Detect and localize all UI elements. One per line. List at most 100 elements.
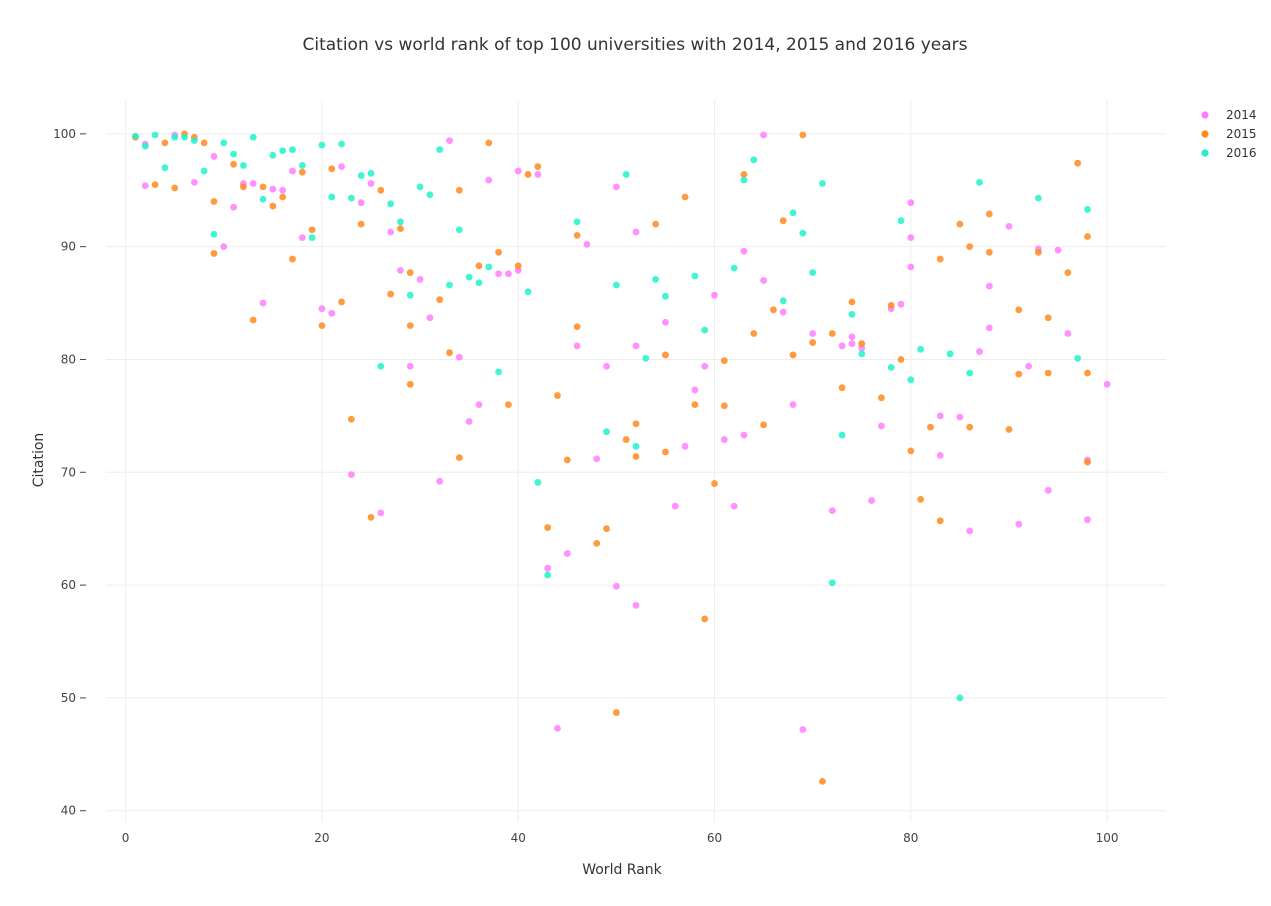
data-point[interactable] bbox=[848, 310, 856, 318]
data-point[interactable] bbox=[259, 183, 267, 191]
data-point[interactable] bbox=[838, 342, 846, 350]
data-point[interactable] bbox=[397, 266, 404, 274]
data-point[interactable] bbox=[612, 582, 620, 590]
data-point[interactable] bbox=[789, 401, 797, 408]
data-point[interactable] bbox=[711, 291, 718, 299]
data-point[interactable] bbox=[240, 162, 247, 169]
data-point[interactable] bbox=[917, 495, 925, 503]
data-point[interactable] bbox=[652, 220, 660, 228]
data-point[interactable] bbox=[907, 376, 915, 384]
data-point[interactable] bbox=[554, 392, 561, 399]
data-point[interactable] bbox=[475, 401, 483, 408]
data-point[interactable] bbox=[936, 451, 944, 459]
data-point[interactable] bbox=[298, 162, 306, 169]
legend-item-2016[interactable]: 2016 bbox=[1201, 146, 1257, 160]
data-point[interactable] bbox=[465, 273, 473, 281]
data-point[interactable] bbox=[760, 131, 767, 139]
data-point[interactable] bbox=[377, 186, 385, 194]
data-point[interactable] bbox=[573, 218, 581, 226]
data-point[interactable] bbox=[269, 202, 277, 210]
data-point[interactable] bbox=[1035, 194, 1042, 202]
data-point[interactable] bbox=[897, 356, 905, 363]
data-point[interactable] bbox=[190, 137, 198, 145]
data-point[interactable] bbox=[151, 131, 159, 139]
data-point[interactable] bbox=[249, 180, 257, 187]
data-point[interactable] bbox=[740, 431, 748, 439]
data-point[interactable] bbox=[357, 220, 365, 228]
data-point[interactable] bbox=[985, 248, 993, 256]
data-point[interactable] bbox=[328, 193, 336, 201]
data-point[interactable] bbox=[455, 353, 463, 361]
data-point[interactable] bbox=[347, 194, 355, 202]
data-point[interactable] bbox=[347, 415, 355, 423]
data-point[interactable] bbox=[662, 448, 669, 456]
data-point[interactable] bbox=[877, 422, 885, 430]
data-point[interactable] bbox=[887, 301, 895, 309]
data-point[interactable] bbox=[927, 423, 934, 431]
data-point[interactable] bbox=[455, 226, 463, 234]
data-point[interactable] bbox=[534, 171, 542, 178]
data-point[interactable] bbox=[406, 380, 414, 388]
data-point[interactable] bbox=[534, 163, 542, 170]
data-point[interactable] bbox=[799, 726, 807, 733]
data-point[interactable] bbox=[151, 181, 159, 189]
data-point[interactable] bbox=[1015, 520, 1023, 528]
data-point[interactable] bbox=[573, 342, 581, 350]
data-point[interactable] bbox=[730, 502, 738, 510]
data-point[interactable] bbox=[956, 220, 964, 228]
data-point[interactable] bbox=[877, 394, 885, 402]
data-point[interactable] bbox=[1103, 380, 1111, 388]
data-point[interactable] bbox=[603, 362, 610, 370]
data-point[interactable] bbox=[612, 709, 620, 716]
data-point[interactable] bbox=[573, 231, 581, 239]
data-point[interactable] bbox=[161, 139, 169, 147]
data-point[interactable] bbox=[387, 200, 395, 208]
data-point[interactable] bbox=[907, 199, 915, 207]
data-point[interactable] bbox=[328, 309, 336, 317]
data-point[interactable] bbox=[505, 401, 512, 408]
data-point[interactable] bbox=[985, 324, 993, 332]
data-point[interactable] bbox=[799, 229, 807, 237]
data-point[interactable] bbox=[966, 423, 974, 431]
data-point[interactable] bbox=[1084, 516, 1091, 524]
data-point[interactable] bbox=[249, 133, 257, 141]
data-point[interactable] bbox=[397, 218, 404, 226]
data-point[interactable] bbox=[691, 386, 699, 394]
data-point[interactable] bbox=[318, 141, 326, 149]
data-point[interactable] bbox=[976, 178, 983, 186]
data-point[interactable] bbox=[838, 384, 846, 392]
data-point[interactable] bbox=[1074, 354, 1082, 362]
data-point[interactable] bbox=[897, 217, 905, 225]
data-point[interactable] bbox=[446, 349, 453, 357]
data-point[interactable] bbox=[181, 133, 188, 141]
data-point[interactable] bbox=[495, 368, 502, 376]
data-point[interactable] bbox=[701, 615, 709, 623]
data-point[interactable] bbox=[495, 248, 502, 256]
data-point[interactable] bbox=[171, 184, 179, 192]
data-point[interactable] bbox=[485, 139, 493, 147]
data-point[interactable] bbox=[289, 146, 296, 154]
data-point[interactable] bbox=[220, 243, 228, 251]
data-point[interactable] bbox=[720, 436, 728, 443]
data-point[interactable] bbox=[632, 453, 640, 460]
data-point[interactable] bbox=[289, 255, 296, 263]
data-point[interactable] bbox=[1084, 233, 1091, 240]
data-point[interactable] bbox=[936, 255, 944, 263]
data-point[interactable] bbox=[652, 275, 660, 283]
data-point[interactable] bbox=[917, 345, 925, 353]
data-point[interactable] bbox=[799, 131, 807, 139]
data-point[interactable] bbox=[308, 226, 316, 234]
data-point[interactable] bbox=[347, 471, 355, 478]
data-point[interactable] bbox=[524, 288, 532, 296]
data-point[interactable] bbox=[691, 272, 699, 280]
data-point[interactable] bbox=[249, 316, 257, 324]
data-point[interactable] bbox=[789, 209, 797, 217]
data-point[interactable] bbox=[583, 241, 591, 248]
data-point[interactable] bbox=[828, 507, 836, 515]
data-point[interactable] bbox=[485, 176, 493, 184]
data-point[interactable] bbox=[259, 299, 267, 307]
data-point[interactable] bbox=[357, 199, 365, 207]
data-point[interactable] bbox=[230, 150, 237, 158]
data-point[interactable] bbox=[691, 401, 699, 408]
data-point[interactable] bbox=[809, 339, 817, 346]
